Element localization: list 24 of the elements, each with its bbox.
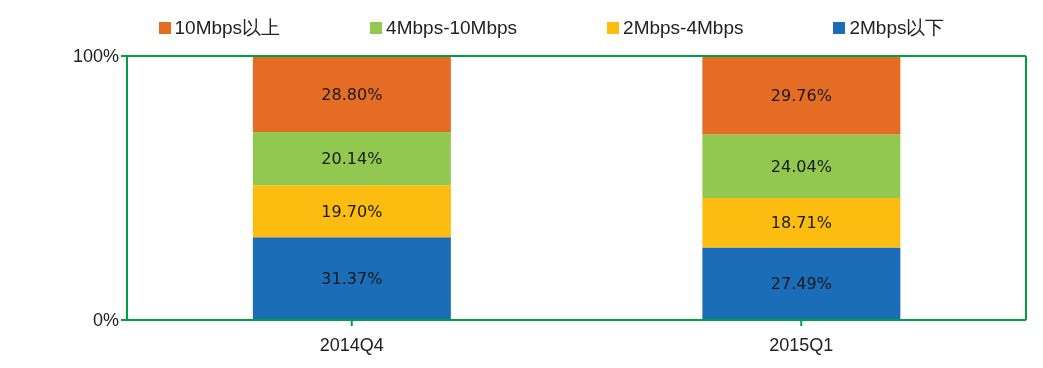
data-label: 27.49% [770,274,832,294]
data-label: 19.70% [321,201,383,221]
data-label: 24.04% [770,156,832,176]
bar [252,132,451,186]
legend-label: 10Mbps以上 [174,16,281,40]
x-tick-label: 2014Q4 [319,334,384,355]
bar [702,134,901,199]
legend-label: 2Mbps以下 [849,16,945,40]
bar [702,56,901,135]
bar [252,185,451,238]
y-tick-label: 100% [72,46,119,67]
legend-label: 4Mbps-10Mbps [386,17,518,39]
x-tick-label: 2015Q1 [769,334,834,355]
data-label: 20.14% [321,149,383,169]
data-label: 28.80% [321,84,383,104]
data-label: 18.71% [770,213,832,233]
bar [702,198,901,248]
legend-label: 2Mbps-4Mbps [623,17,744,39]
bar [702,247,901,320]
y-tick-label: 0% [92,310,119,331]
bar [252,237,451,320]
data-label: 31.37% [321,269,383,289]
data-label: 29.76% [770,85,832,105]
bar [252,56,451,133]
